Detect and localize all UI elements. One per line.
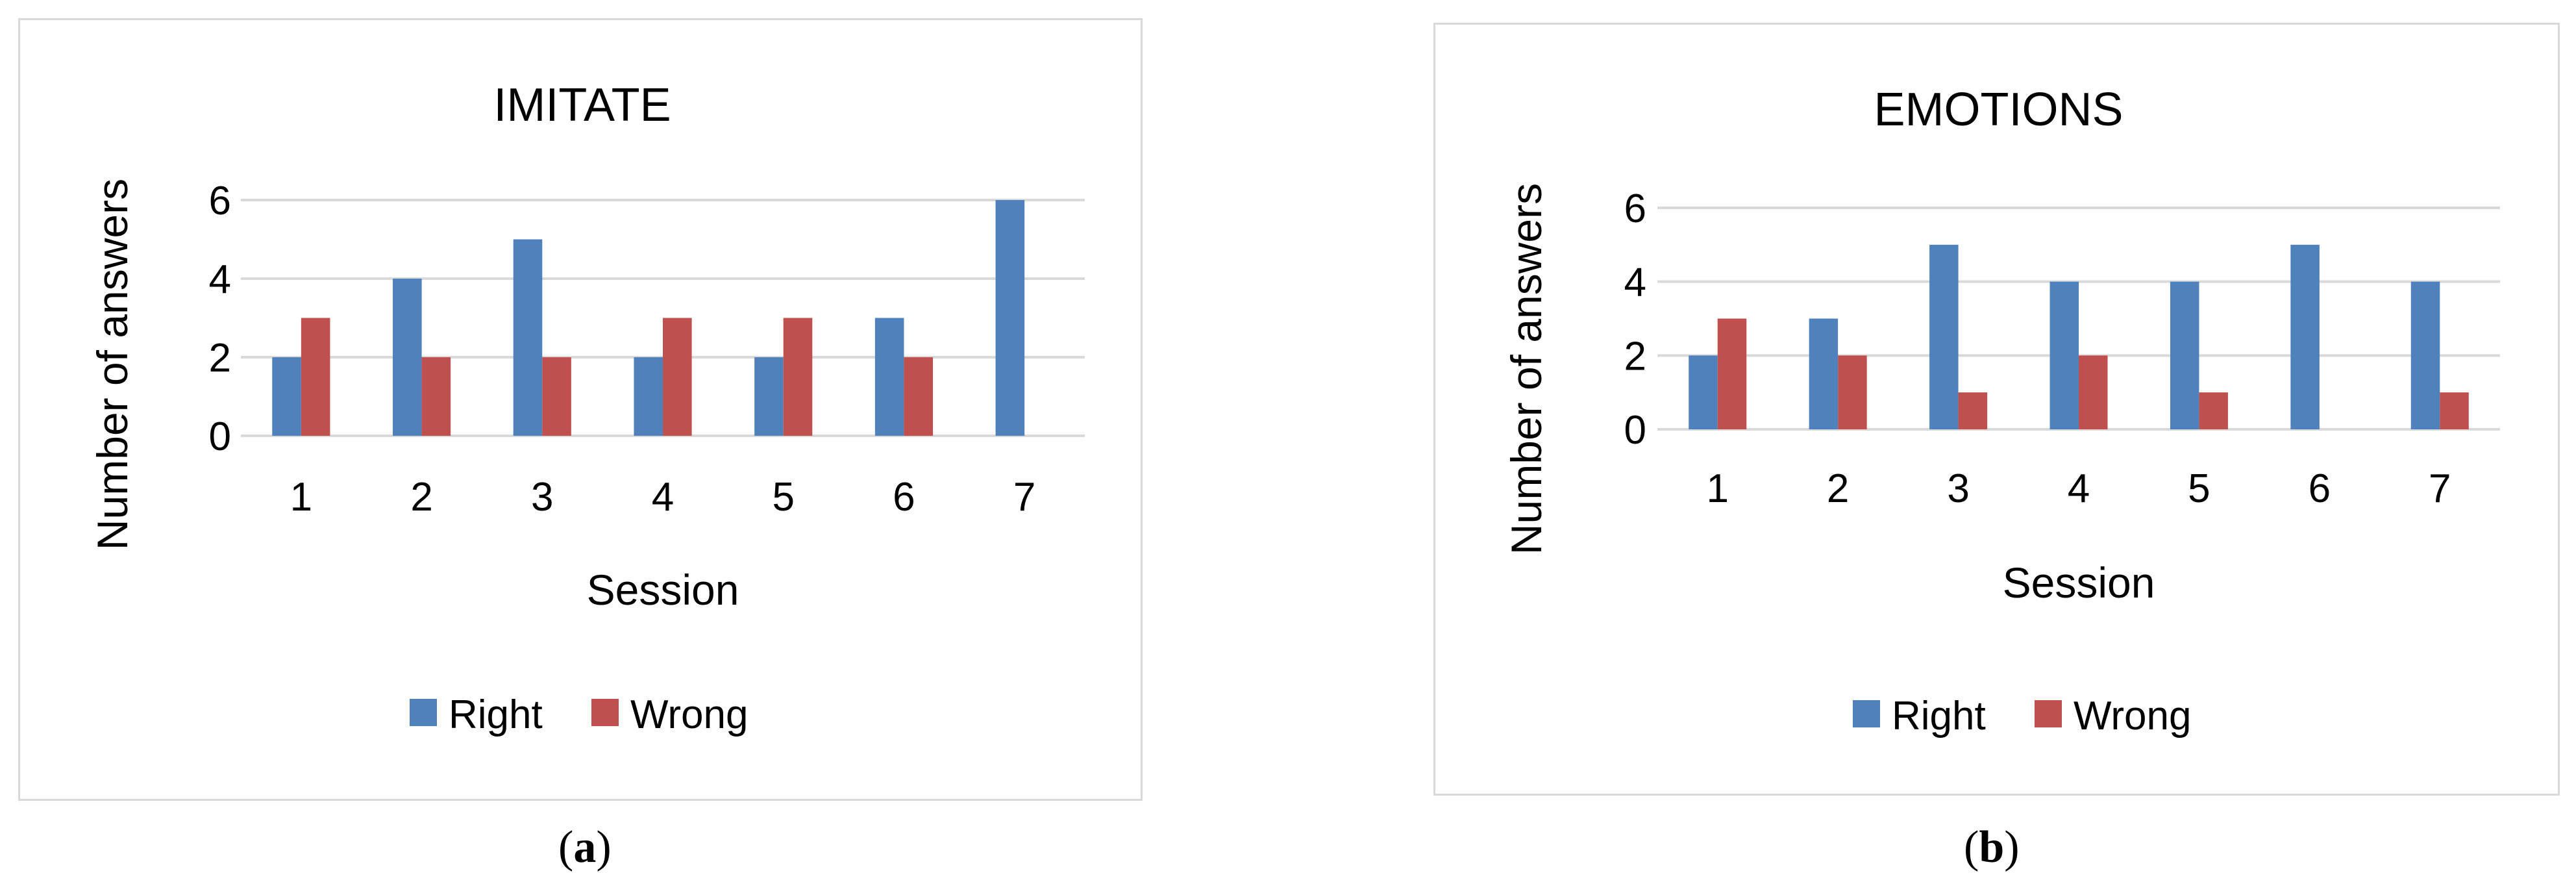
x-tick-label: 5 bbox=[772, 475, 794, 520]
x-tick-label: 1 bbox=[290, 475, 312, 520]
legend-label-wrong: Wrong bbox=[630, 692, 749, 737]
x-axis-label: Session bbox=[587, 566, 739, 614]
bar-right-4 bbox=[2050, 281, 2079, 429]
bar-right-2 bbox=[1809, 318, 1839, 429]
legend-label-wrong: Wrong bbox=[2074, 694, 2192, 738]
bar-wrong-4 bbox=[663, 318, 692, 436]
imitate-chart: IMITATE 0 2 4 6 1 2 3 4 5 6 7 Session Number of answe… bbox=[88, 79, 1085, 737]
bar-wrong-6 bbox=[904, 357, 933, 436]
x-tick-label: 4 bbox=[652, 475, 674, 520]
legend-label-right: Right bbox=[449, 692, 543, 737]
x-tick-label: 6 bbox=[2309, 466, 2331, 511]
legend-swatch-right bbox=[1853, 700, 1880, 727]
chart-panel-imitate: IMITATE 0 2 4 6 1 2 3 4 5 6 7 Session Number of answe… bbox=[18, 18, 1143, 801]
y-tick-label: 6 bbox=[209, 179, 231, 223]
bar-right-2 bbox=[393, 279, 422, 436]
bar-wrong-1 bbox=[1717, 318, 1747, 429]
bar-wrong-1 bbox=[301, 318, 330, 436]
legend-label-right: Right bbox=[1892, 694, 1986, 738]
bar-right-4 bbox=[634, 357, 663, 436]
x-tick-label: 5 bbox=[2188, 466, 2210, 511]
y-tick-label: 2 bbox=[1624, 334, 1646, 379]
x-tick-label: 7 bbox=[1013, 475, 1035, 520]
bar-wrong-7 bbox=[2440, 392, 2469, 429]
y-tick-label: 2 bbox=[209, 336, 231, 381]
bar-right-6 bbox=[874, 318, 904, 436]
x-tick-label: 2 bbox=[410, 475, 432, 520]
bar-wrong-3 bbox=[1958, 392, 1988, 429]
x-tick-label: 4 bbox=[2068, 466, 2090, 511]
y-tick-label: 0 bbox=[209, 414, 231, 459]
bar-right-5 bbox=[2170, 281, 2199, 429]
y-tick-label: 6 bbox=[1624, 186, 1646, 231]
bar-wrong-5 bbox=[2199, 392, 2228, 429]
chart-title: IMITATE bbox=[493, 79, 671, 131]
emotions-chart: EMOTIONS 0 2 4 6 1 2 3 4 5 6 7 Session Number of answ… bbox=[1502, 84, 2500, 738]
bar-wrong-2 bbox=[1838, 355, 1867, 429]
x-tick-label: 1 bbox=[1706, 466, 1728, 511]
bar-right-3 bbox=[1929, 244, 1959, 429]
x-axis-label: Session bbox=[2003, 559, 2155, 607]
x-tick-label: 2 bbox=[1827, 466, 1849, 511]
bar-right-1 bbox=[1689, 355, 1718, 429]
y-axis-label: Number of answers bbox=[1502, 183, 1550, 555]
legend-swatch-right bbox=[410, 699, 437, 726]
bar-wrong-4 bbox=[2079, 355, 2108, 429]
bar-right-1 bbox=[272, 357, 301, 436]
bar-wrong-2 bbox=[421, 357, 451, 436]
x-tick-label: 6 bbox=[893, 475, 915, 520]
bar-right-5 bbox=[754, 357, 784, 436]
legend-swatch-wrong bbox=[591, 699, 619, 726]
bar-right-3 bbox=[513, 239, 543, 436]
x-tick-label: 3 bbox=[531, 475, 553, 520]
caption-a: (a) bbox=[558, 822, 612, 872]
caption-b: (b) bbox=[1964, 822, 2020, 872]
bar-right-7 bbox=[995, 200, 1025, 436]
x-tick-label: 7 bbox=[2429, 466, 2451, 511]
bar-right-7 bbox=[2410, 281, 2440, 429]
y-tick-label: 0 bbox=[1624, 408, 1646, 453]
x-tick-label: 3 bbox=[1947, 466, 1969, 511]
bar-right-6 bbox=[2290, 244, 2320, 429]
y-tick-label: 4 bbox=[209, 257, 231, 302]
legend-swatch-wrong bbox=[2035, 700, 2062, 727]
y-tick-label: 4 bbox=[1624, 260, 1646, 305]
chart-title: EMOTIONS bbox=[1874, 84, 2123, 136]
bar-wrong-5 bbox=[783, 318, 813, 436]
bar-wrong-3 bbox=[542, 357, 571, 436]
chart-panel-emotions: EMOTIONS 0 2 4 6 1 2 3 4 5 6 7 Session Number of answ… bbox=[1433, 23, 2560, 796]
y-axis-label: Number of answers bbox=[88, 179, 136, 550]
